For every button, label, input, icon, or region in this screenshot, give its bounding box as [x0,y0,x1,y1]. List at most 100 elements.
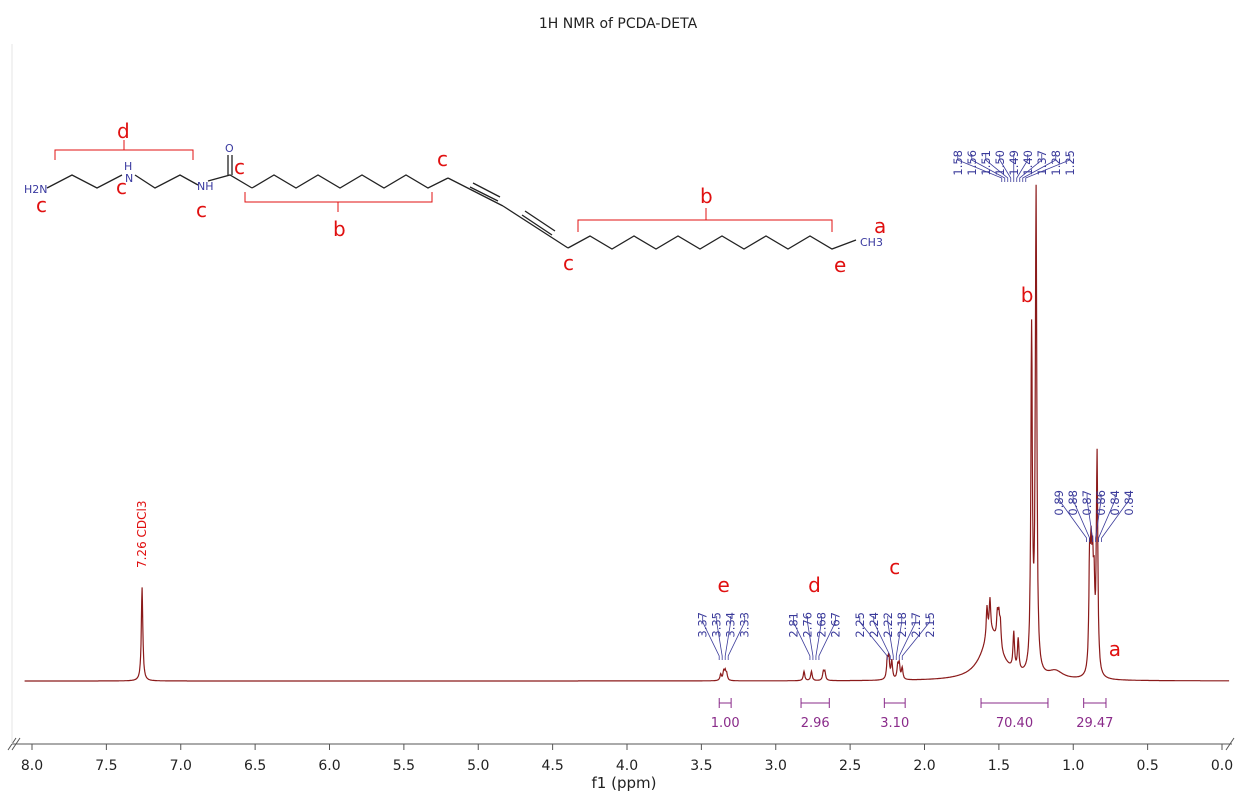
bond-triple-1c [472,182,501,198]
peak-annotation: a [1109,637,1121,661]
x-tick-label: 3.0 [765,758,787,774]
x-tick-label: 1.0 [1062,758,1084,774]
x-axis: 8.0 7.5 7.0 6.5 6.0 5.5 5.0 4.5 4.0 3.5 3.0 2.5 2.0 1… [7,737,1235,792]
x-tick-label: 0.0 [1211,758,1233,774]
peak-leader-line [971,154,1006,182]
spectrum-line [24,184,1230,682]
peak-shift-label: 3.33 [738,612,752,638]
x-tick-label: 8.0 [21,758,43,774]
peak-leader-line [898,616,917,660]
struct-label-c-carbonyl: c [234,155,245,179]
peak-shift-label: 2.81 [786,612,800,638]
peak-leader-line [1095,494,1102,542]
peak-leader-line [999,154,1012,182]
x-tick-label: 6.0 [318,758,340,774]
peak-shift-label: 0.87 [1080,490,1094,516]
peak-leader-line [1101,494,1130,542]
peak-leader-line [807,616,814,660]
peak-shift-label: 2.25 [853,612,867,638]
bond-chain-amine [46,174,123,189]
bracket-b-right [577,208,833,232]
peak-shift-label: 2.17 [909,612,923,638]
x-tick-label: 1.5 [988,758,1010,774]
bracket-d [54,140,194,160]
bond-chain-middle [134,174,199,189]
struct-label-c-alkyne-left: c [437,147,448,171]
struct-label-c-nh: c [116,175,127,199]
peak-leader-line [859,616,888,660]
integral-bracket [1083,698,1107,708]
bond-chain-amide [207,174,253,189]
peak-leader-line [1025,154,1071,182]
amide-n-label: NH [197,180,214,193]
peak-shift-label: 1.28 [1049,150,1063,176]
peak-leader-line [985,154,1009,182]
amine-atom-label: H2N [24,183,48,196]
peak-shift-label: 1.56 [965,150,979,176]
integral-value: 2.96 [801,716,830,731]
peak-leader-line [716,616,723,660]
struct-label-a: a [874,214,886,238]
peak-leader-line [1086,494,1093,542]
x-tick-label: 4.0 [616,758,638,774]
peak-shift-label: 3.37 [696,612,710,638]
struct-label-b-left: b [333,217,346,241]
peak-annotation: c [889,555,900,579]
peak-leader-line [1098,494,1116,542]
peak-leader-line [702,616,720,660]
integral-value: 70.40 [996,716,1033,731]
solvent-peak-label: 7.26 CDCl3 [135,501,149,569]
x-tick-label: 5.0 [467,758,489,774]
peak-leader-line [887,616,894,660]
x-tick-label: 0.5 [1136,758,1158,774]
nh-h-label: H [124,160,132,173]
peak-leader-line [724,616,732,660]
struct-label-b-right: b [700,184,713,208]
integral-bracket [718,698,732,708]
x-axis-label: f1 (ppm) [592,774,657,792]
peak-shift-label: 0.89 [1052,490,1066,516]
chart-title: 1H NMR of PCDA-DETA [539,16,698,32]
integral-value: 3.10 [880,716,909,731]
peak-annotation: e [718,573,730,597]
nh-n-label: N [125,172,133,185]
struct-label-d: d [117,119,130,143]
x-tick-label: 4.5 [541,758,563,774]
peak-leader-line [1016,154,1029,182]
bracket-b-left [244,192,433,212]
peak-shift-label: 2.76 [800,612,814,638]
peak-shift-label: 1.25 [1063,150,1077,176]
peak-leader-line [815,616,822,660]
peak-shift-label: 3.34 [724,612,738,638]
peak-shift-label: 2.24 [867,612,881,638]
peak-leader-line [1058,494,1087,542]
integral-bracket [883,698,906,708]
peak-shift-label: 0.84 [1122,490,1136,516]
x-tick-label: 5.5 [393,758,415,774]
peak-shift-label: 2.18 [895,612,909,638]
peak-shift-label: 2.67 [828,612,842,638]
peak-annotation: d [808,573,821,597]
peak-shift-label: 1.51 [979,150,993,176]
x-tick-label: 3.5 [690,758,712,774]
x-tick-label: 7.5 [95,758,117,774]
bond-triple-1 [447,177,504,207]
x-tick-label: 6.5 [244,758,266,774]
carbonyl-o-label: O [225,142,234,155]
peak-leader-line [1022,154,1057,182]
peak-shift-label: 1.40 [1021,150,1035,176]
integral-bracket [800,698,830,708]
peak-shift-label: 0.88 [1066,490,1080,516]
bond-chain-right [567,235,857,250]
peak-leader-line [727,616,746,660]
peak-shift-label: 1.50 [993,150,1007,176]
bond-triple-1b [469,186,499,202]
bond-chain-left [251,174,449,189]
struct-label-c-alkyne-right: c [563,251,574,275]
peak-shift-label: 0.86 [1094,490,1108,516]
struct-label-c-amide: c [196,198,207,222]
x-tick-label: 7.0 [170,758,192,774]
peak-leader-line [901,616,931,660]
